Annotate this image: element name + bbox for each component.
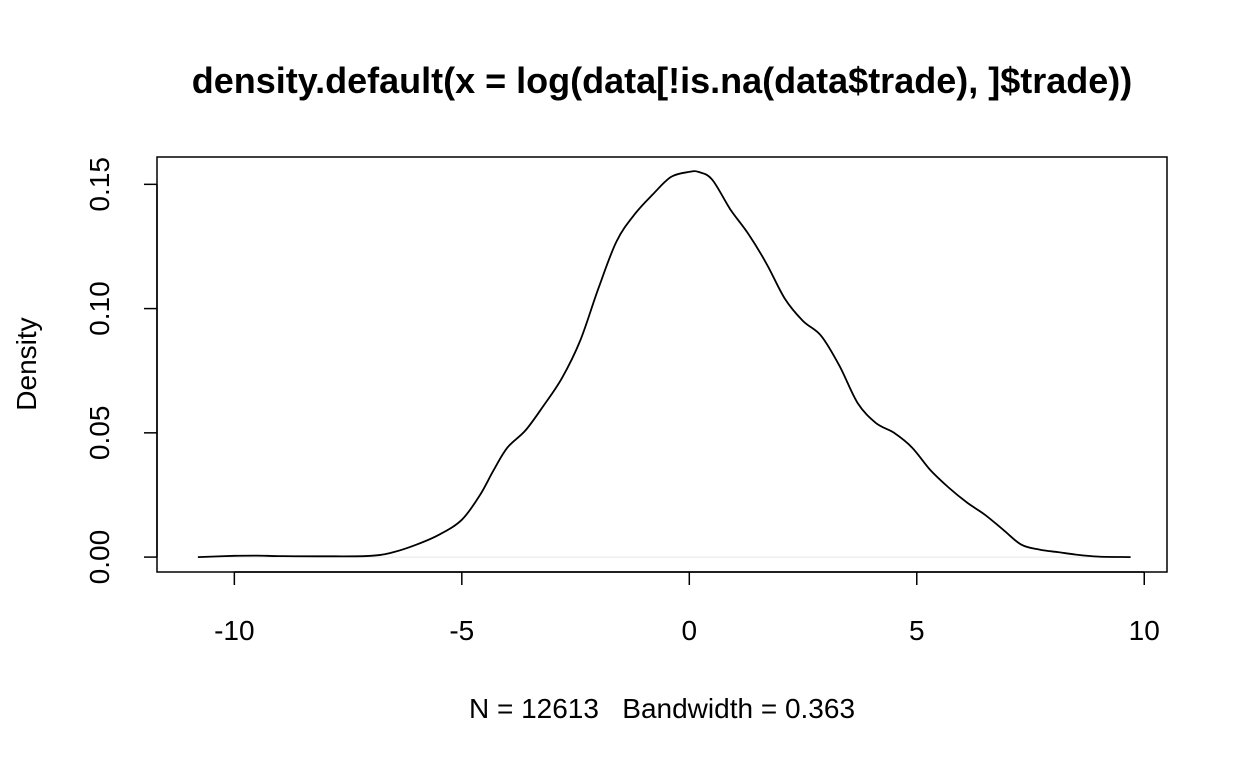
y-tick-label: 0.15 — [84, 157, 115, 212]
x-axis: -10 -5 0 5 10 — [214, 571, 1160, 646]
y-tick-label: 0.10 — [84, 281, 115, 336]
plot-frame — [156, 156, 1168, 573]
y-axis: 0.00 0.05 0.10 0.15 — [84, 157, 158, 585]
chart-title: density.default(x = log(data[!is.na(data… — [192, 60, 1132, 101]
x-tick-label: 5 — [909, 615, 925, 646]
density-curve — [197, 170, 1131, 558]
x-tick-label: -10 — [214, 615, 254, 646]
x-axis-label: N = 12613 Bandwidth = 0.363 — [469, 693, 855, 724]
y-axis-label: Density — [11, 317, 42, 410]
x-tick-label: 10 — [1129, 615, 1160, 646]
x-tick-label: 0 — [682, 615, 698, 646]
y-tick-label: 0.00 — [84, 530, 115, 585]
x-tick-label: -5 — [449, 615, 474, 646]
y-tick-label: 0.05 — [84, 406, 115, 461]
